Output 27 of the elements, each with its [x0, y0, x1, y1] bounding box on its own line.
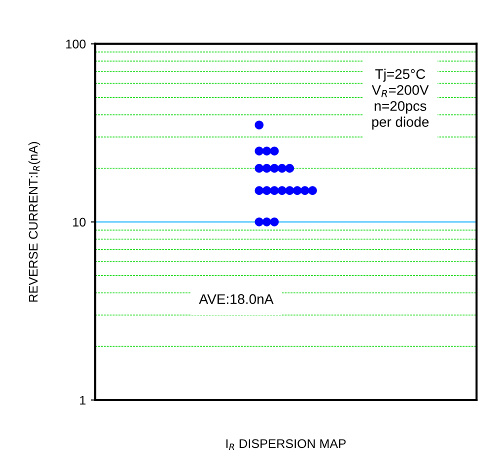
x-axis-title: I$_{R}$ DISPERSION MAP	[226, 439, 346, 450]
point	[270, 146, 279, 156]
point	[262, 218, 272, 226]
y-axis-title: REVERSE CURRENT:I$_{R}$(nA)	[28, 142, 40, 302]
point	[292, 186, 302, 195]
y-tick-label: 10	[73, 218, 86, 227]
point	[262, 146, 272, 156]
y-tick-label: 100	[66, 40, 86, 48]
point	[300, 186, 310, 195]
point	[270, 164, 279, 173]
y-tick-label: 1	[80, 396, 86, 405]
point	[254, 186, 264, 195]
point	[285, 164, 294, 173]
point	[308, 186, 317, 195]
point	[254, 164, 264, 173]
point	[254, 218, 264, 226]
point	[262, 164, 272, 173]
point	[285, 186, 294, 195]
point	[278, 164, 286, 173]
annotation: Tj=25°C V$_{R}$=200V n=20pcs per diode	[372, 68, 429, 130]
point	[262, 186, 272, 195]
point	[254, 146, 264, 156]
point	[270, 218, 279, 226]
annotation: AVE:18.0nA	[198, 294, 274, 304]
point	[278, 186, 286, 195]
point	[270, 186, 279, 195]
point	[254, 120, 264, 130]
